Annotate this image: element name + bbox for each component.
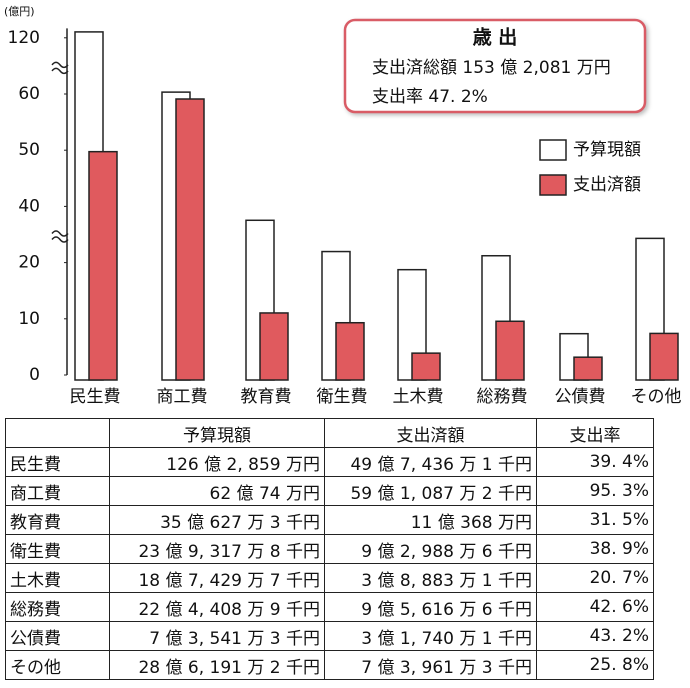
value-cell: 23 億 9, 317 万 8 千円 — [109, 534, 325, 564]
x-tick-label: 商工費 — [157, 387, 208, 407]
break-wave — [51, 61, 69, 69]
x-tick-label: 公債費 — [555, 387, 606, 407]
y-tick-label: 50 — [18, 140, 40, 160]
row-label: 総務費 — [5, 592, 110, 622]
y-tick-label: 60 — [18, 84, 40, 104]
value-cell: 9 億 5, 616 万 6 千円 — [324, 592, 537, 622]
row-label: 公債費 — [5, 621, 110, 651]
bar — [411, 352, 441, 381]
info-line: 支出率 47. 2% — [372, 87, 488, 107]
x-tick-label: 総務費 — [477, 387, 528, 407]
x-tick-label: 土木費 — [393, 387, 444, 407]
bar — [495, 320, 525, 381]
value-cell: 38. 9% — [536, 534, 654, 564]
value-cell: 28 億 6, 191 万 2 千円 — [109, 650, 325, 680]
value-cell: 25. 8% — [536, 650, 654, 680]
y-tick-label: 20 — [18, 253, 40, 273]
value-cell: 62 億 74 万円 — [109, 476, 325, 506]
value-cell: 7 億 3, 961 万 3 千円 — [324, 650, 537, 680]
y-tick-label: 10 — [18, 309, 40, 329]
info-line: 支出済総額 153 億 2,081 万円 — [372, 58, 611, 78]
bar — [88, 150, 118, 381]
value-cell: 126 億 2, 859 万円 — [109, 447, 325, 477]
x-tick-label: 衛生費 — [317, 387, 368, 407]
y-unit: (億円) — [4, 5, 35, 18]
bar — [573, 356, 603, 381]
axis-break — [51, 61, 69, 75]
row-label: その他 — [5, 650, 110, 680]
value-cell: 9 億 2, 988 万 6 千円 — [324, 534, 537, 564]
table: 予算現額 支出済額 支出率 民生費 126 億 2, 859 万円 49 億 7, 43… — [5, 418, 654, 680]
x-tick-label: 教育費 — [241, 387, 292, 407]
header-cell: 支出率 — [536, 418, 654, 448]
header-row: 予算現額 支出済額 支出率 — [5, 418, 654, 448]
break-wave — [51, 236, 69, 243]
header-cell: 支出済額 — [324, 418, 537, 448]
value-cell: 42. 6% — [536, 592, 654, 622]
table-row: 商工費 62 億 74 万円 59 億 1, 087 万 2 千円 95. 3% — [5, 476, 654, 506]
legend-label: 予算現額 — [573, 140, 641, 160]
value-cell: 20. 7% — [536, 563, 654, 593]
row-label: 商工費 — [5, 476, 110, 506]
value-cell: 39. 4% — [536, 447, 654, 477]
x-tick-label: 民生費 — [70, 387, 121, 407]
bar — [649, 332, 679, 381]
row-label: 教育費 — [5, 505, 110, 535]
bar — [335, 321, 365, 381]
break-wave — [51, 67, 69, 75]
value-cell: 35 億 627 万 3 千円 — [109, 505, 325, 535]
legend-swatch — [539, 174, 567, 196]
x-tick-label: その他 — [631, 387, 682, 407]
header-cell: 予算現額 — [109, 418, 325, 448]
header-cell — [5, 418, 110, 448]
y-tick-label: 40 — [18, 196, 40, 216]
chart: (億円) 歳 出 支出済総額 153 億 2,081 万円 支出率 47. 2%… — [4, 5, 682, 407]
table-row: 土木費 18 億 7, 429 万 7 千円 3 億 8, 883 万 1 千円 20… — [5, 563, 654, 593]
bar — [175, 98, 205, 381]
info-box — [343, 18, 647, 114]
value-cell: 43. 2% — [536, 621, 654, 651]
table-row: 教育費 35 億 627 万 3 千円 11 億 368 万円 31. 5% — [5, 505, 654, 535]
value-cell: 22 億 4, 408 万 9 千円 — [109, 592, 325, 622]
value-cell: 7 億 3, 541 万 3 千円 — [109, 621, 325, 651]
table-row: 総務費 22 億 4, 408 万 9 千円 9 億 5, 616 万 6 千円 42… — [5, 592, 654, 622]
row-label: 土木費 — [5, 563, 110, 593]
value-cell: 11 億 368 万円 — [324, 505, 537, 535]
value-cell: 31. 5% — [536, 505, 654, 535]
axis-break — [51, 230, 69, 243]
info-title: 歳 出 — [473, 26, 518, 49]
row-label: 民生費 — [5, 447, 110, 477]
table-row: 衛生費 23 億 9, 317 万 8 千円 9 億 2, 988 万 6 千円 38… — [5, 534, 654, 564]
table-row: その他 28 億 6, 191 万 2 千円 7 億 3, 961 万 3 千円 25… — [5, 650, 654, 680]
value-cell: 18 億 7, 429 万 7 千円 — [109, 563, 325, 593]
value-cell: 95. 3% — [536, 476, 654, 506]
y-tick-label: 120 — [8, 28, 40, 48]
legend-label: 支出済額 — [573, 175, 641, 195]
table-row: 民生費 126 億 2, 859 万円 49 億 7, 436 万 1 千円 39. … — [5, 447, 654, 477]
row-label: 衛生費 — [5, 534, 110, 564]
y-tick-label: 0 — [29, 365, 40, 385]
value-cell: 3 億 8, 883 万 1 千円 — [324, 563, 537, 593]
table-body: 予算現額 支出済額 支出率 民生費 126 億 2, 859 万円 49 億 7, 43… — [5, 418, 654, 680]
value-cell: 59 億 1, 087 万 2 千円 — [324, 476, 537, 506]
value-cell: 3 億 1, 740 万 1 千円 — [324, 621, 537, 651]
table-row: 公債費 7 億 3, 541 万 3 千円 3 億 1, 740 万 1 千円 43.… — [5, 621, 654, 651]
break-wave — [51, 230, 69, 237]
legend-swatch — [539, 139, 567, 161]
bar — [259, 312, 289, 381]
value-cell: 49 億 7, 436 万 1 千円 — [324, 447, 537, 477]
